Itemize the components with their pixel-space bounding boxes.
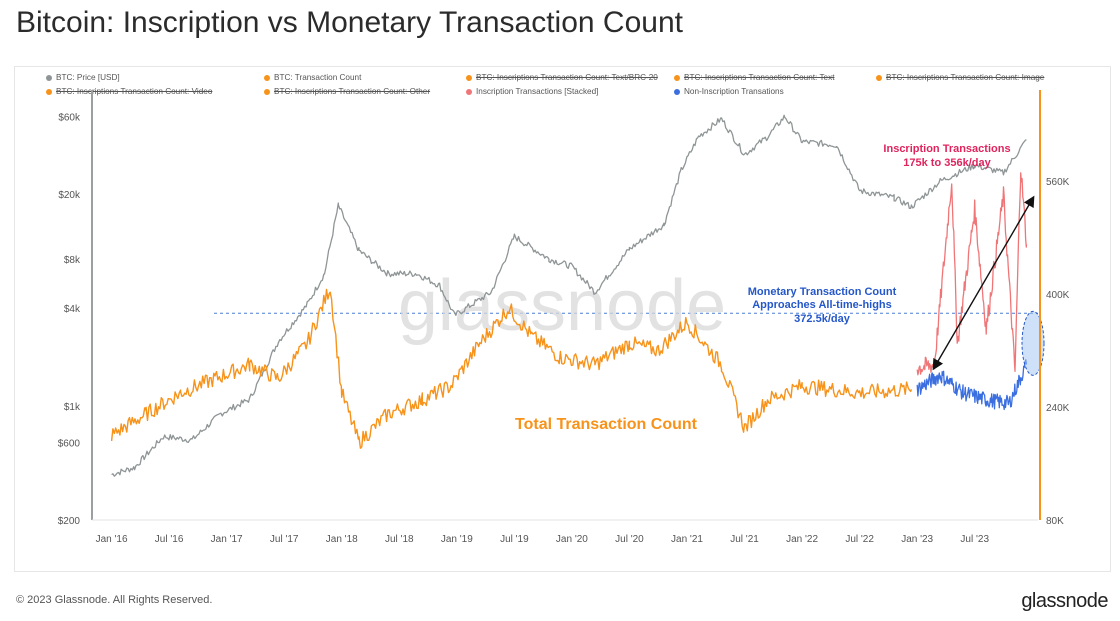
x-tick-label: Jan '22 [786, 534, 818, 545]
growth-arrow [932, 195, 1035, 371]
annotation-label: Total Transaction Count [515, 416, 698, 433]
legend-label: BTC: Inscriptions Transaction Count: Tex… [684, 73, 835, 82]
y-left-tick-label: $4k [64, 304, 81, 315]
y-right-tick-label: 80K [1046, 516, 1064, 527]
legend-label: BTC: Price [USD] [56, 73, 120, 82]
legend-item[interactable]: BTC: Transaction Count [264, 71, 361, 85]
legend-swatch [674, 88, 680, 95]
legend-label: BTC: Inscriptions Transaction Count: Oth… [274, 87, 431, 96]
annotation-label: Inscription Transactions [883, 143, 1010, 155]
legend-item[interactable]: BTC: Inscriptions Transaction Count: Vid… [46, 85, 212, 99]
legend-label: Inscription Transactions [Stacked] [476, 87, 599, 96]
legend-swatch [466, 74, 472, 81]
annotation-label: 175k to 356k/day [903, 157, 991, 169]
x-tick-label: Jan '17 [211, 534, 243, 545]
legend-item[interactable]: BTC: Inscriptions Transaction Count: Tex… [466, 71, 658, 85]
legend-swatch [264, 74, 270, 81]
glassnode-logo: glassnode [1021, 590, 1108, 612]
legend-swatch [46, 88, 52, 95]
legend-item[interactable]: BTC: Inscriptions Transaction Count: Oth… [264, 85, 430, 99]
x-tick-label: Jul '18 [385, 534, 414, 545]
legend-label: BTC: Inscriptions Transaction Count: Vid… [56, 87, 213, 96]
annotation-label: Approaches All-time-highs [752, 299, 892, 311]
legend-label: BTC: Inscriptions Transaction Count: Ima… [886, 73, 1045, 82]
y-left-tick-label: $600 [58, 438, 81, 449]
x-tick-label: Jul '19 [500, 534, 529, 545]
x-tick-label: Jan '19 [441, 534, 473, 545]
y-left-tick-label: $60k [58, 112, 81, 123]
legend-swatch [876, 74, 882, 81]
legend-swatch [466, 88, 472, 95]
chart-panel [14, 66, 1111, 572]
y-left-tick-label: $20k [58, 190, 81, 201]
y-right-tick-label: 560K [1046, 177, 1070, 188]
legend-label: BTC: Transaction Count [274, 73, 362, 82]
x-tick-label: Jul '17 [270, 534, 299, 545]
y-left-tick-label: $8k [64, 255, 81, 266]
series-inscription-transactions [916, 172, 1028, 376]
legend-item[interactable]: BTC: Inscriptions Transaction Count: Tex… [674, 71, 834, 85]
legend-item[interactable]: Inscription Transactions [Stacked] [466, 85, 598, 99]
x-tick-label: Jul '21 [730, 534, 759, 545]
annotation-label: Monetary Transaction Count [748, 286, 897, 298]
legend-swatch [264, 88, 270, 95]
y-right-tick-label: 400K [1046, 290, 1070, 301]
y-left-tick-label: $200 [58, 516, 81, 527]
x-tick-label: Jan '18 [326, 534, 358, 545]
legend-swatch [674, 74, 680, 81]
x-tick-label: Jan '21 [671, 534, 703, 545]
x-tick-label: Jan '23 [901, 534, 933, 545]
y-left-tick-label: $1k [64, 402, 81, 413]
legend-label: BTC: Inscriptions Transaction Count: Tex… [476, 73, 658, 82]
legend-item[interactable]: BTC: Price [USD] [46, 71, 120, 85]
copyright-text: © 2023 Glassnode. All Rights Reserved. [16, 594, 213, 606]
legend-item[interactable]: Non-Inscription Transations [674, 85, 784, 99]
x-tick-label: Jan '20 [556, 534, 588, 545]
series-non-inscription-transactions [916, 359, 1028, 411]
legend-item[interactable]: BTC: Inscriptions Transaction Count: Ima… [876, 71, 1044, 85]
x-tick-label: Jul '23 [960, 534, 989, 545]
x-tick-label: Jul '22 [845, 534, 874, 545]
series-transaction-count [110, 288, 913, 449]
y-right-tick-label: 240K [1046, 403, 1070, 414]
annotation-label: 372.5k/day [794, 313, 851, 325]
legend-swatch [46, 74, 52, 81]
x-tick-label: Jul '16 [155, 534, 184, 545]
legend-label: Non-Inscription Transations [684, 87, 784, 96]
x-tick-label: Jul '20 [615, 534, 644, 545]
x-tick-label: Jan '16 [96, 534, 128, 545]
page-title: Bitcoin: Inscription vs Monetary Transac… [16, 6, 683, 39]
